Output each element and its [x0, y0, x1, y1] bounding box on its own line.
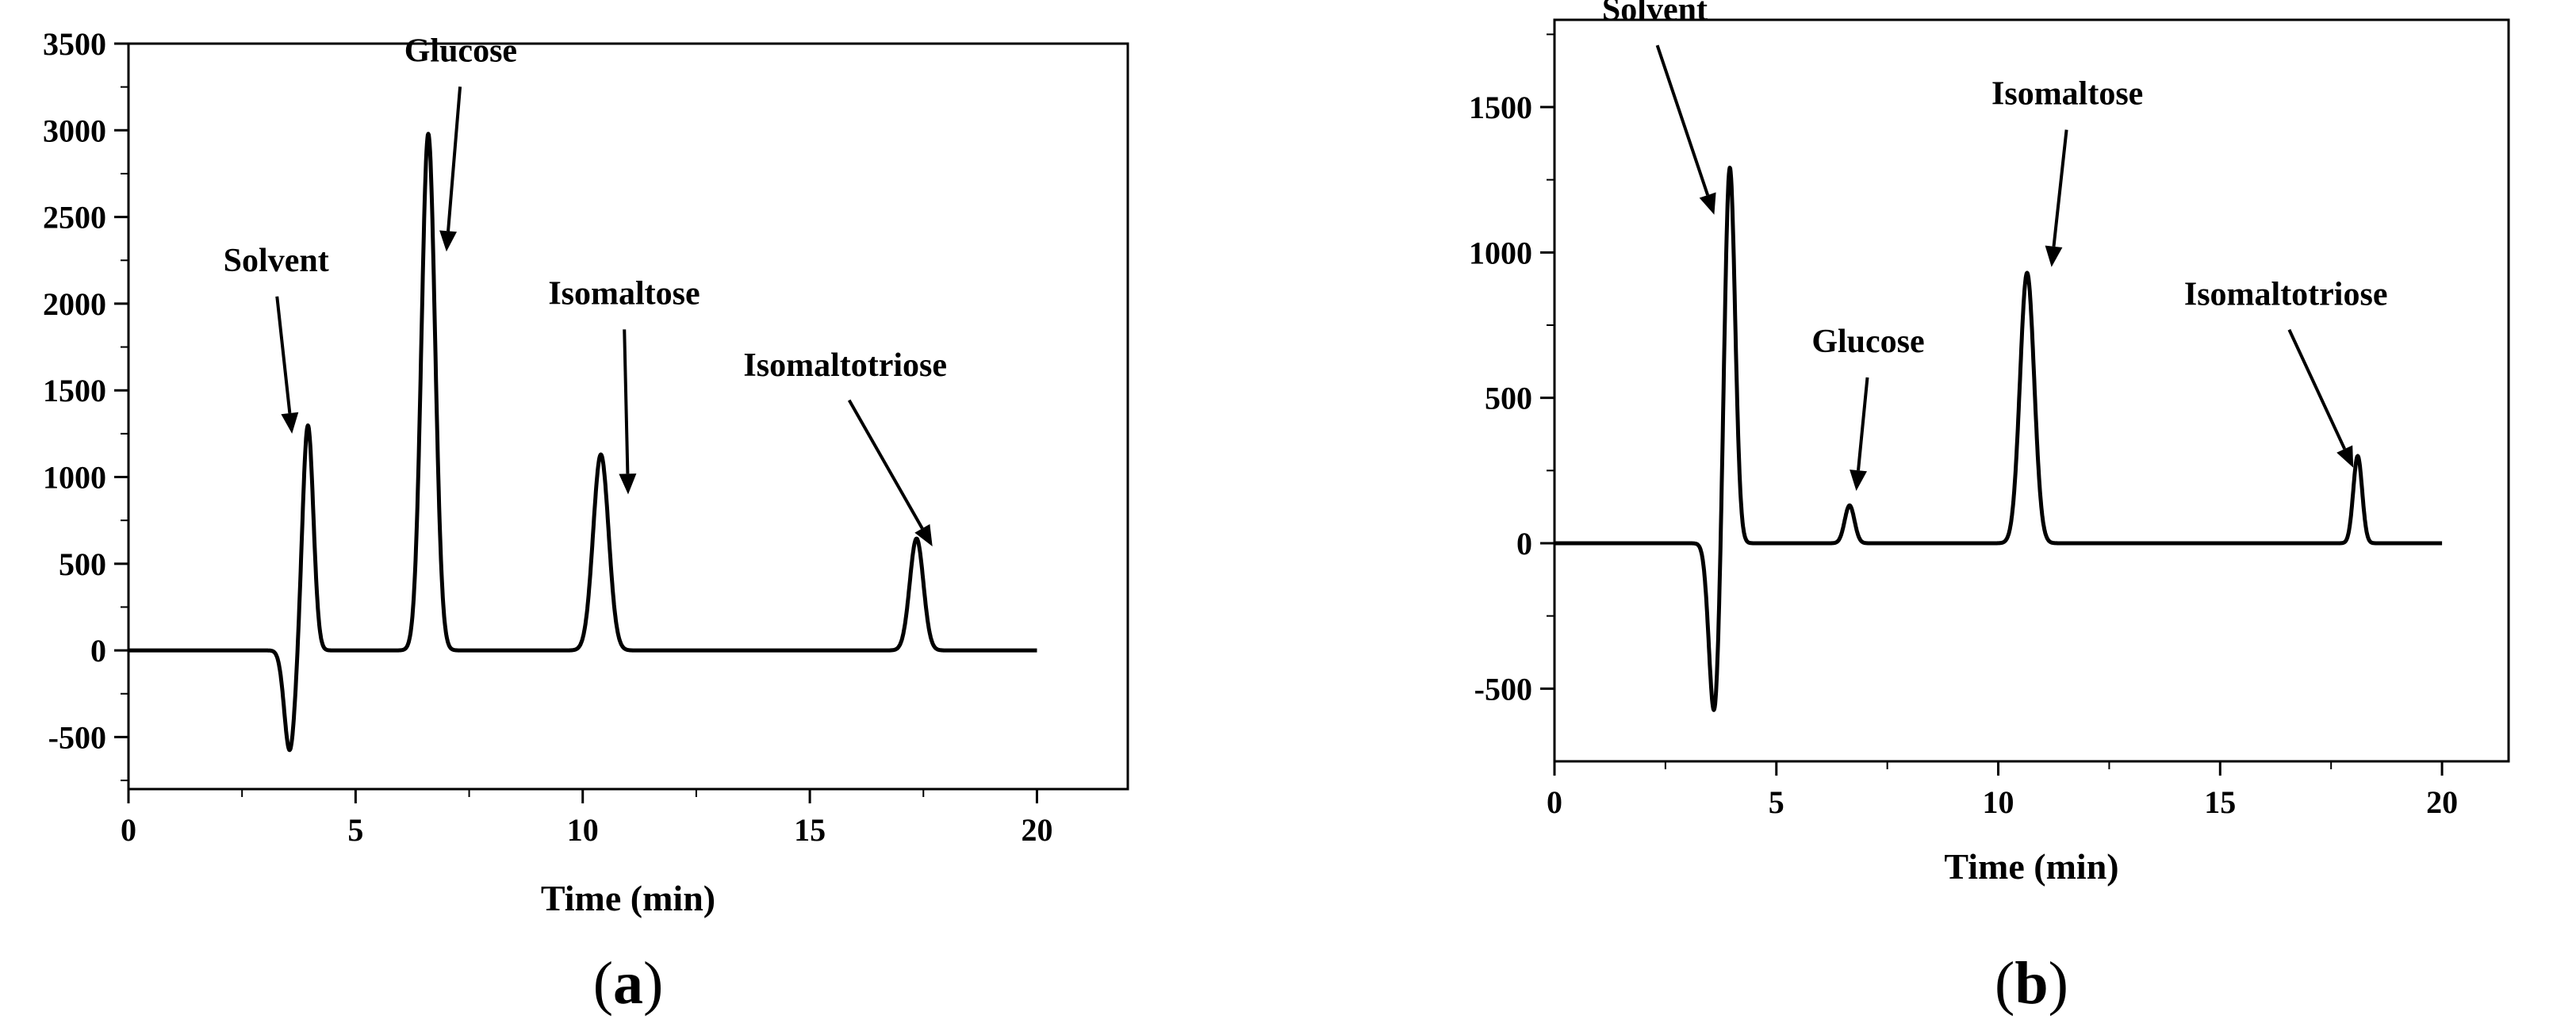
peak-label-isomaltotriose-b: Isomaltotriose	[2184, 277, 2388, 313]
peak-arrowhead-glucose-a	[439, 230, 457, 252]
x-tick-label-a: 5	[347, 812, 363, 848]
peak-arrowhead-solvent-a	[281, 412, 299, 434]
x-axis-title-b: Time (min)	[1944, 846, 2118, 887]
panel-label-b: (b)	[1995, 950, 2068, 1017]
peak-arrow-isomaltotriose-a	[847, 399, 924, 530]
y-tick-label-b: -500	[1474, 671, 1532, 707]
x-tick-label-a: 10	[567, 812, 599, 848]
chart-panel-b: 0 5 10 15 20 -500 0 500 1000 1500 Time (min) Solven…	[1469, 0, 2510, 1017]
peak-arrow-solvent-a	[275, 296, 292, 414]
chromatogram-line-a	[127, 132, 1039, 753]
x-tick-label-b: 5	[1769, 784, 1784, 820]
y-tick-label-b: 1500	[1469, 90, 1532, 125]
peak-label-glucose-b: Glucose	[1811, 324, 1924, 360]
x-tick-label-a: 15	[794, 812, 826, 848]
peak-arrow-glucose-a	[447, 86, 462, 232]
peak-arrow-solvent-b	[1655, 44, 1710, 196]
x-tick-label-a: 20	[1021, 812, 1052, 848]
x-tick-label-b: 0	[1547, 784, 1562, 820]
chart-panel-a: 0 5 10 15 20 -500 0 500 1000 1500 2000 2500 3000 3500…	[43, 26, 1129, 1017]
peak-label-glucose-a: Glucose	[404, 33, 517, 69]
y-tick-label-a: -500	[48, 719, 106, 755]
y-tick-label-a: 1000	[43, 460, 106, 496]
plot-frame-a	[127, 42, 1129, 791]
x-tick-label-b: 15	[2204, 784, 2236, 820]
peak-arrow-glucose-b	[1857, 377, 1869, 471]
peak-arrowhead-isomaltose-a	[619, 473, 637, 495]
panel-label-a: (a)	[593, 950, 664, 1017]
y-tick-label-a: 0	[90, 633, 106, 669]
peak-arrow-isomaltose-b	[2052, 129, 2068, 247]
peak-label-isomaltose-b: Isomaltose	[1991, 76, 2143, 113]
peak-label-isomaltotriose-a: Isomaltotriose	[743, 347, 947, 384]
x-axis-title-a: Time (min)	[541, 878, 715, 918]
y-tick-label-a: 2000	[43, 286, 106, 322]
peak-arrowhead-glucose-b	[1850, 469, 1867, 491]
y-tick-label-a: 3000	[43, 113, 106, 148]
y-tick-label-b: 500	[1485, 381, 1532, 416]
y-tick-label-a: 3500	[43, 26, 106, 62]
x-tick-label-b: 10	[1983, 784, 2014, 820]
peak-arrowhead-isomaltotriose-b	[2336, 445, 2354, 468]
peak-label-solvent-b: Solvent	[1602, 0, 1708, 29]
peak-arrowhead-isomaltose-b	[2045, 245, 2063, 267]
x-tick-label-b: 20	[2426, 784, 2458, 820]
y-tick-label-b: 1000	[1469, 235, 1532, 270]
y-tick-label-a: 500	[59, 546, 106, 582]
y-tick-label-a: 2500	[43, 200, 106, 236]
y-tick-label-a: 1500	[43, 373, 106, 408]
plot-frame-b	[1553, 18, 2510, 763]
peak-arrow-isomaltotriose-b	[2287, 328, 2347, 450]
peak-arrow-isomaltose-a	[623, 329, 630, 474]
peak-label-isomaltose-a: Isomaltose	[548, 275, 700, 312]
x-tick-label-a: 0	[121, 812, 136, 848]
peak-arrowhead-isomaltotriose-a	[914, 523, 933, 546]
chromatogram-line-b	[1553, 165, 2444, 712]
peak-arrowhead-solvent-b	[1699, 192, 1716, 215]
y-tick-label-b: 0	[1516, 526, 1532, 561]
peak-label-solvent-a: Solvent	[224, 243, 329, 279]
